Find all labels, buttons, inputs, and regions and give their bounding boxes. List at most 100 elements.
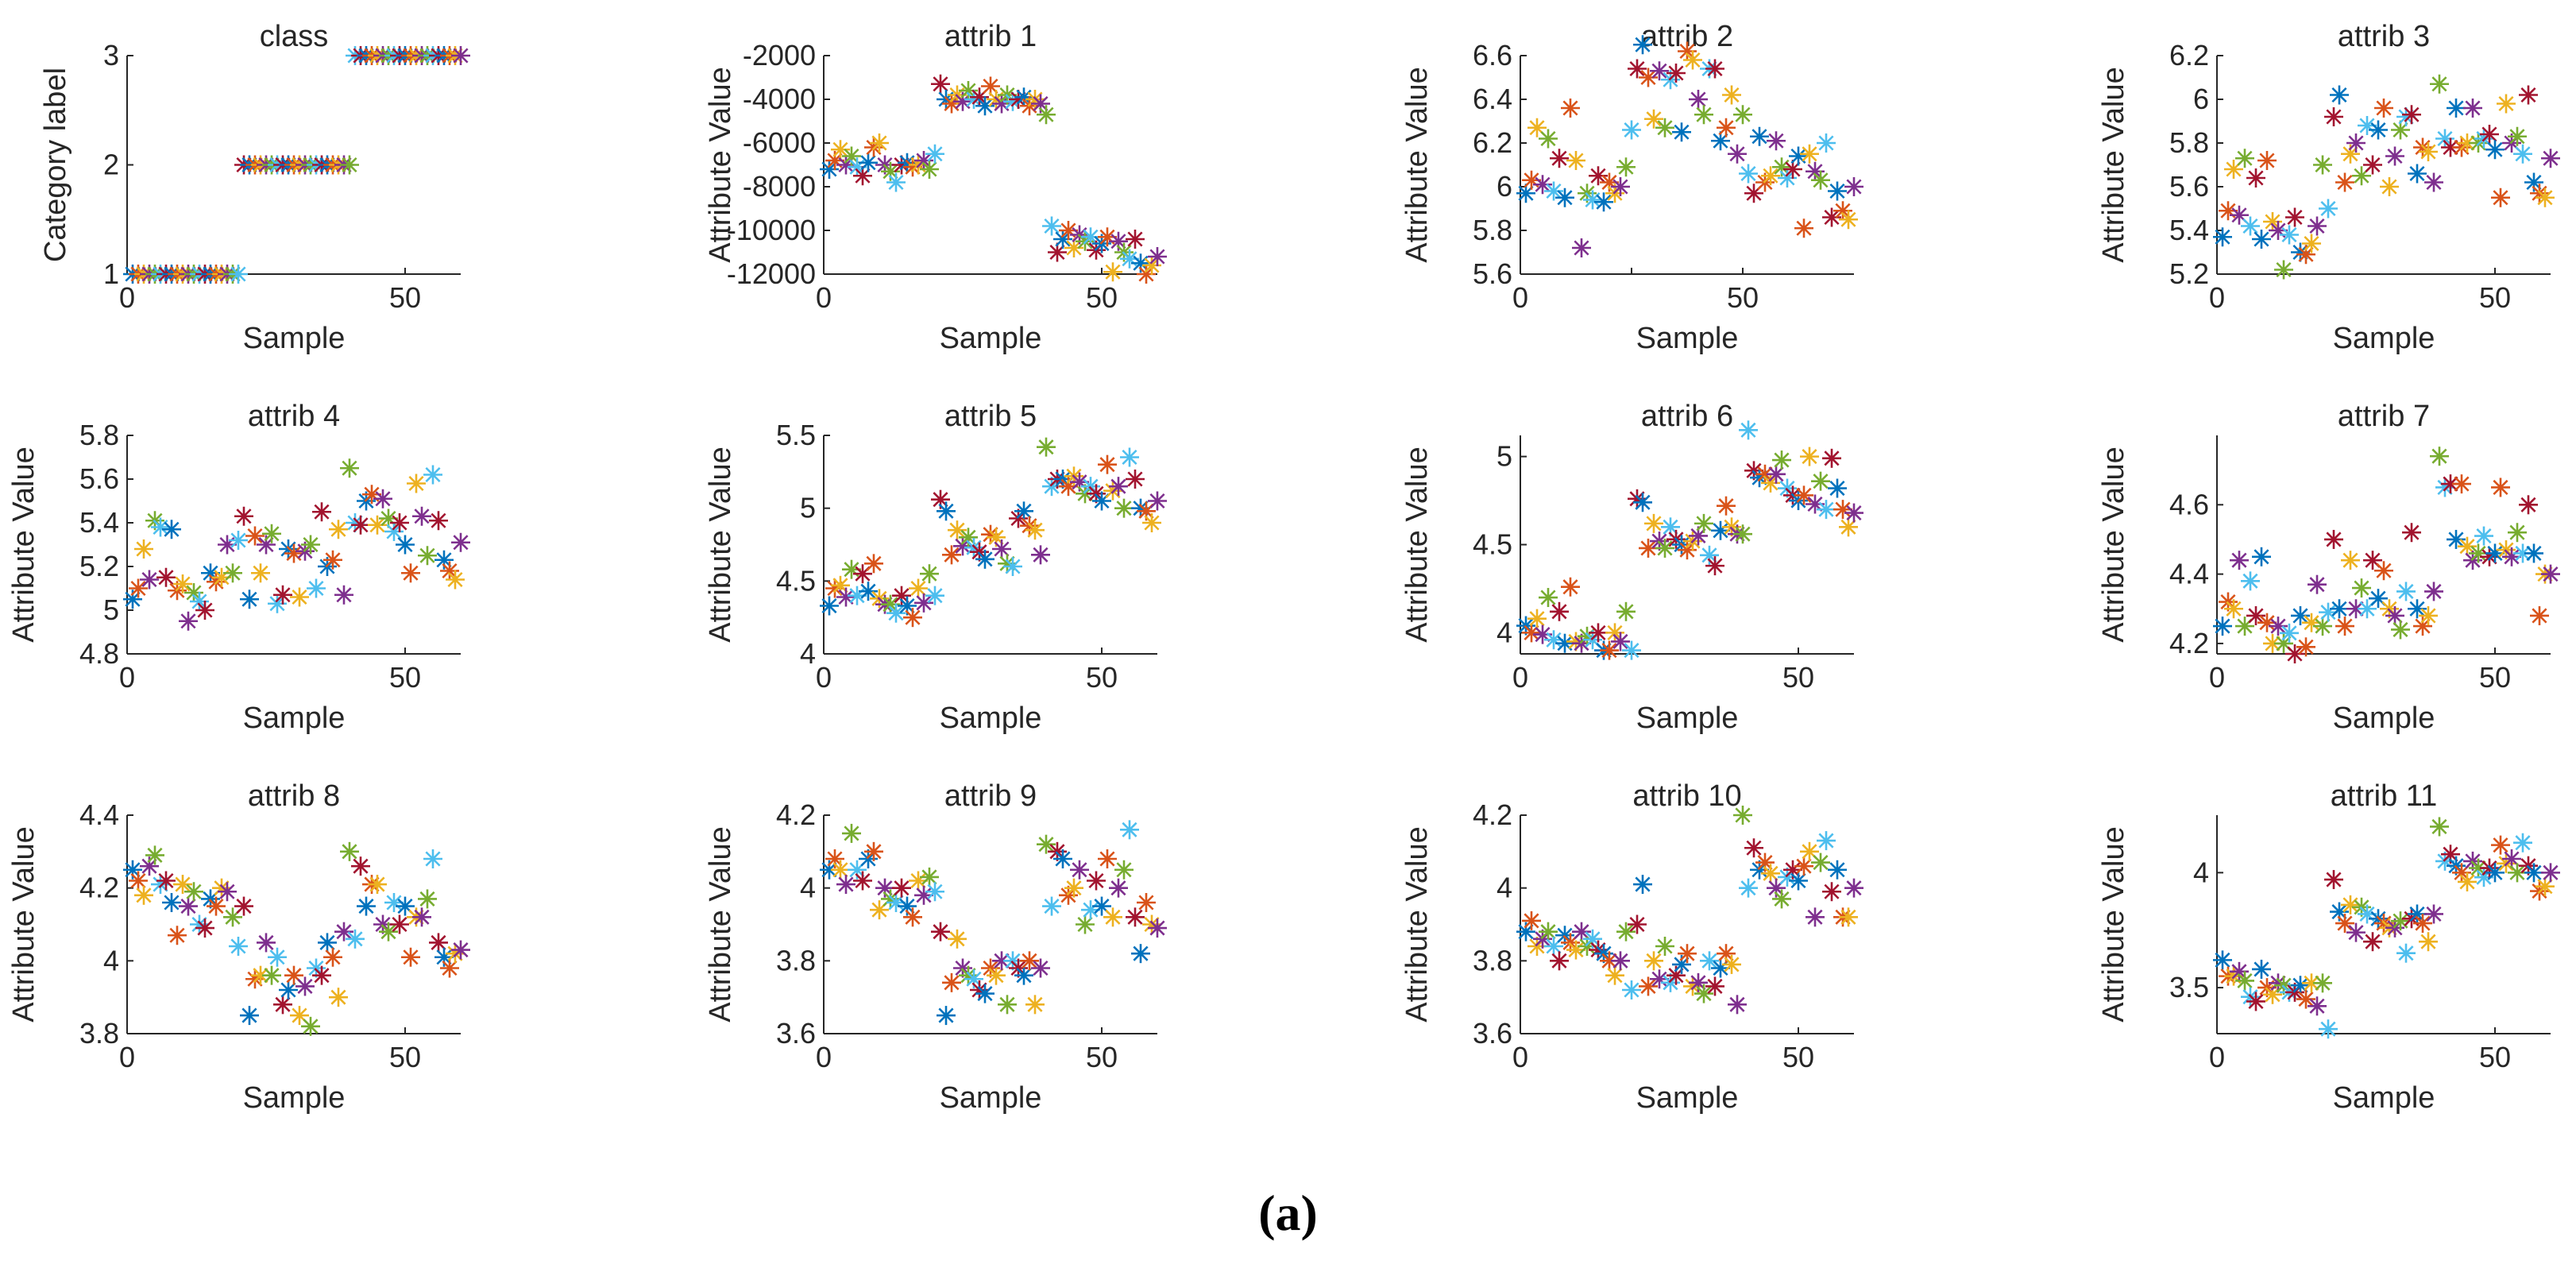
y-axis-label: Attribute Value: [2097, 826, 2130, 1022]
data-point: [2363, 155, 2382, 175]
data-point: [2491, 835, 2510, 855]
data-point: [2408, 164, 2427, 184]
y-tick-label: 3.6: [776, 1017, 816, 1050]
x-tick-label: 50: [1086, 661, 1118, 694]
data-point: [2280, 623, 2299, 643]
data-point: [2308, 216, 2327, 236]
data-point: [301, 1016, 320, 1036]
data-point: [853, 871, 872, 891]
data-point: [240, 1006, 259, 1026]
y-tick-label: 6.2: [1473, 126, 1512, 159]
data-point: [1705, 59, 1724, 79]
data-point: [1644, 951, 1663, 971]
chart-title: attrib 8: [248, 779, 340, 813]
data-point: [218, 882, 237, 902]
data-point: [1666, 64, 1686, 83]
x-tick-label: 0: [816, 661, 832, 694]
data-point: [2447, 529, 2466, 549]
x-tick-label: 0: [1512, 281, 1528, 314]
data-point: [1828, 478, 1847, 498]
data-point: [970, 980, 989, 999]
subplot-10: attrib 9 3.6 3.8 4 4.2 0 50 Sample Attribute Val…: [704, 760, 1348, 1133]
data-point: [1109, 878, 1128, 898]
data-point: [1622, 640, 1641, 660]
data-point: [2380, 177, 2399, 196]
data-point: [357, 896, 376, 916]
data-point: [1817, 133, 1836, 153]
y-tick-label: 4.4: [79, 798, 119, 831]
data-point: [931, 74, 950, 94]
data-point: [2424, 582, 2443, 601]
data-point: [373, 489, 392, 508]
data-point: [2330, 599, 2349, 619]
chart-title: attrib 5: [944, 400, 1037, 433]
data-point: [1794, 218, 1813, 238]
data-point: [1148, 491, 1167, 511]
data-point: [451, 46, 470, 65]
data-point: [2391, 620, 2410, 640]
data-point: [229, 937, 248, 956]
y-tick-label: 5.6: [1473, 257, 1512, 290]
data-point: [1828, 181, 1847, 201]
y-tick-label: 6.4: [1473, 83, 1512, 115]
data-point: [1053, 849, 1072, 868]
data-point: [212, 878, 231, 898]
data-point: [1694, 105, 1713, 125]
data-point: [892, 878, 911, 898]
data-point: [1833, 500, 1852, 520]
data-point: [1042, 216, 1061, 236]
data-point: [2280, 225, 2299, 245]
y-tick-label: -4000: [743, 83, 816, 115]
data-point: [1148, 247, 1167, 266]
data-point: [1705, 556, 1724, 576]
data-point: [925, 144, 944, 164]
x-axis-label: Sample: [940, 1081, 1042, 1115]
data-point: [937, 501, 956, 521]
data-point: [2363, 932, 2382, 952]
data-point: [1572, 238, 1591, 257]
data-point: [1014, 501, 1033, 521]
data-point: [1811, 170, 1830, 190]
data-point: [959, 965, 978, 985]
data-point: [2235, 971, 2254, 991]
y-axis-label: Attribute Value: [7, 826, 41, 1022]
data-point: [145, 845, 164, 865]
chart-title: class: [260, 20, 329, 53]
data-point: [2402, 105, 2421, 125]
data-point: [334, 585, 353, 605]
x-tick-label: 0: [119, 281, 135, 314]
data-point: [925, 882, 944, 902]
data-point: [1689, 90, 1708, 109]
y-tick-label: -2000: [743, 39, 816, 72]
data-point: [2319, 1019, 2338, 1039]
data-point: [2213, 950, 2232, 970]
data-point: [390, 513, 409, 532]
data-point: [1683, 50, 1702, 70]
y-tick-label: 5.2: [79, 550, 119, 582]
data-point: [1059, 221, 1078, 240]
data-point: [312, 965, 331, 985]
data-point: [1031, 958, 1050, 978]
data-point: [981, 524, 1000, 544]
data-point: [975, 96, 994, 116]
data-point: [2346, 599, 2366, 619]
data-point: [987, 965, 1006, 985]
data-point: [2530, 605, 2549, 625]
data-point: [1822, 882, 1841, 902]
x-axis-label: Sample: [243, 702, 346, 735]
data-point: [401, 563, 420, 583]
data-point: [446, 570, 465, 590]
data-point: [195, 918, 214, 938]
data-point: [2480, 547, 2499, 566]
data-point: [318, 933, 337, 953]
data-point: [2369, 589, 2388, 609]
data-point: [1527, 937, 1547, 956]
subplot-svg-3: attrib 25.65.866.26.46.60 50SampleAttribu…: [1400, 20, 1863, 355]
data-point: [886, 172, 906, 192]
data-point: [1722, 954, 1741, 974]
y-tick-label: 4: [1497, 872, 1512, 904]
data-point: [2224, 160, 2243, 179]
data-point: [440, 958, 459, 978]
data-point: [1611, 951, 1630, 971]
data-point: [2396, 943, 2416, 963]
